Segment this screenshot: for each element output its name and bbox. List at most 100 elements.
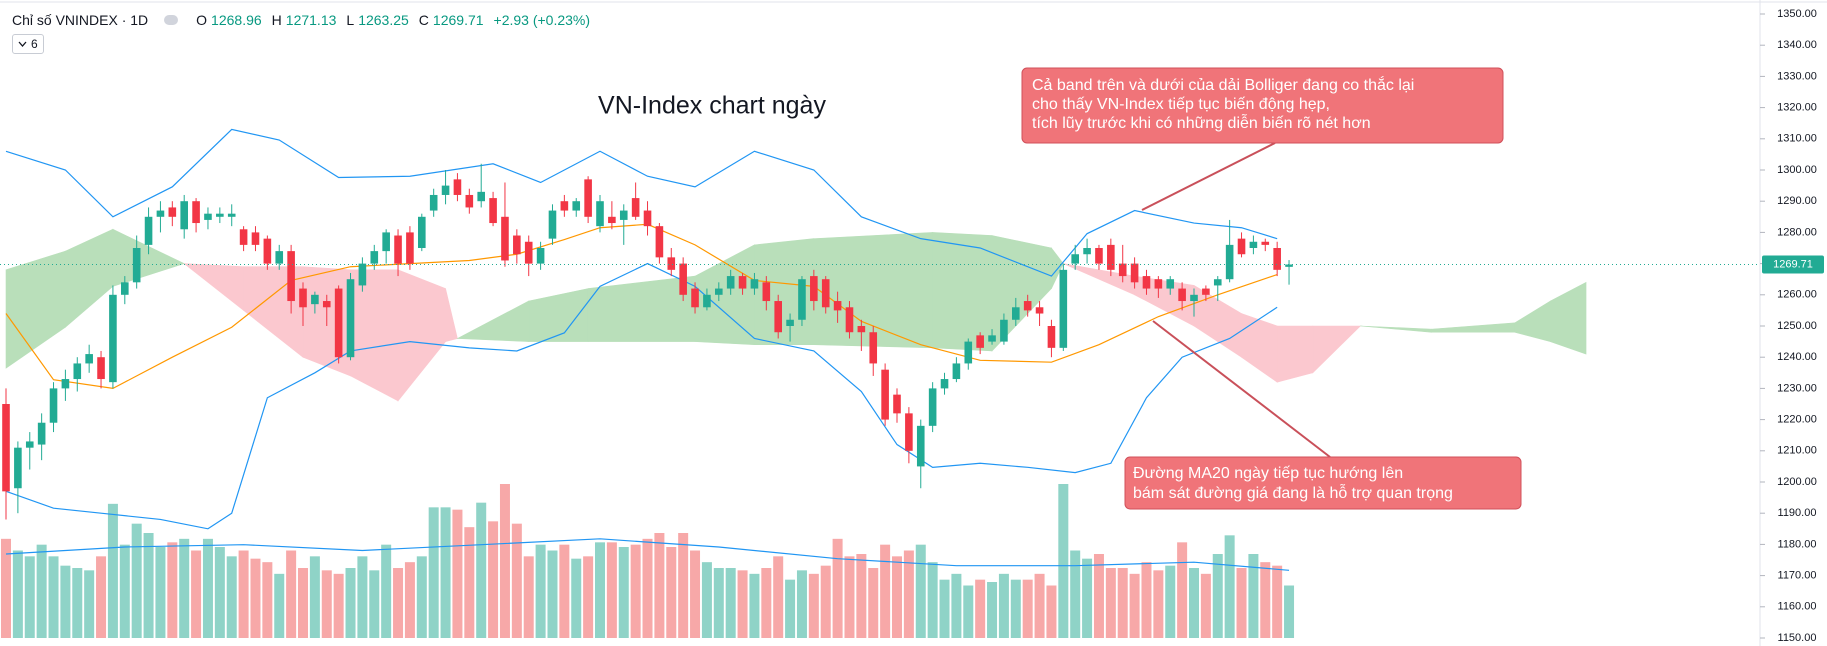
candle-body <box>429 194 438 211</box>
volume-bar <box>202 538 213 638</box>
ichimoku-cloud <box>1312 325 1362 374</box>
candle-body <box>524 241 533 264</box>
candle-body <box>322 301 331 308</box>
volume-bar <box>1248 554 1259 638</box>
volume-bar <box>167 542 178 638</box>
volume-bar <box>12 550 23 638</box>
volume-bar <box>595 542 605 638</box>
volume-bar <box>357 556 368 638</box>
volume-bar <box>250 558 261 638</box>
callout-connector <box>1141 142 1276 211</box>
candle-body <box>513 235 521 255</box>
volume-bar <box>416 556 427 638</box>
y-tick-label: 1330.00 <box>1777 70 1817 82</box>
volume-bar <box>428 507 439 638</box>
candle-body <box>251 232 260 245</box>
candle-body <box>679 263 687 295</box>
candle-body <box>786 319 794 326</box>
y-tick-label: 1250.00 <box>1777 320 1817 332</box>
volume-bar <box>523 556 534 638</box>
candle-body <box>584 179 592 217</box>
symbol[interactable]: Chỉ số VNINDEX · 1D <box>12 12 149 28</box>
volume-bar <box>72 568 83 638</box>
volume-bar <box>1129 573 1140 638</box>
volume-bar <box>1189 568 1199 638</box>
volume-bar <box>844 556 855 638</box>
y-tick-label: 1150.00 <box>1778 632 1817 644</box>
last-price-tag <box>1762 255 1824 274</box>
volume-bar <box>1224 535 1235 638</box>
candle-body <box>227 213 236 217</box>
change: +2.93 (+0.23%) <box>493 12 591 28</box>
candle-body <box>441 185 450 195</box>
candle-body <box>964 341 973 364</box>
candle-body <box>465 194 474 208</box>
volume-bar <box>1 538 11 638</box>
callout-text: Cả band trên và dưới của dải Bolliger đa… <box>1032 75 1414 94</box>
candle-body <box>1000 319 1008 342</box>
candle-body <box>97 357 105 380</box>
y-tick-label: 1210.00 <box>1777 445 1817 457</box>
candle-body <box>334 288 343 358</box>
volume-bar <box>1034 573 1045 638</box>
volume-bar <box>440 507 451 638</box>
candle-body <box>821 279 830 308</box>
ichimoku-cloud <box>932 232 993 352</box>
volume-bar <box>1105 568 1116 638</box>
volume-bar <box>951 573 962 638</box>
ohlc-value: 1268.96 <box>211 12 262 28</box>
candle-body <box>263 238 272 264</box>
candle-body <box>1166 279 1175 289</box>
volume-bar <box>1260 562 1271 638</box>
volume-bar <box>499 484 510 638</box>
candle-body <box>1178 288 1186 302</box>
volume-bar <box>476 502 487 638</box>
candle-body <box>691 288 699 308</box>
volume-bar <box>606 542 617 638</box>
candle-body <box>1273 248 1281 270</box>
indicator-toggle[interactable]: 6 <box>12 34 44 54</box>
ohlc-label: O <box>196 12 208 28</box>
volume-bar <box>1093 554 1104 638</box>
volume-bar <box>191 550 202 638</box>
annotations: Cả band trên và dưới của dải Bolliger đa… <box>1021 67 1522 510</box>
candle-body <box>608 216 616 224</box>
chevron-icon <box>18 41 27 47</box>
volume-bar <box>107 503 118 638</box>
indicator-line <box>5 262 1278 530</box>
volume-bar <box>1153 570 1164 638</box>
candle-body <box>216 213 224 217</box>
callout-connector <box>1152 320 1331 458</box>
candle-body <box>168 207 177 217</box>
callout-box <box>1021 67 1504 144</box>
volume-bar <box>1010 579 1021 638</box>
volume-bar <box>36 544 47 638</box>
candle-body <box>1059 269 1068 348</box>
volume-bar <box>630 544 641 638</box>
candle-body <box>536 248 545 264</box>
candle-body <box>370 251 379 264</box>
candle-body <box>881 369 889 420</box>
candle-body <box>952 363 961 380</box>
volume-bar <box>701 562 712 638</box>
volume-bar <box>927 562 938 638</box>
volume-bar <box>155 547 166 638</box>
volume-bar <box>179 538 190 638</box>
candle-body <box>477 191 485 202</box>
callout-text: Đường MA20 ngày tiếp tục hướng lên <box>1133 465 1403 482</box>
candle-body <box>382 232 390 252</box>
y-tick-label: 1220.00 <box>1777 414 1817 426</box>
y-tick-label: 1300.00 <box>1777 164 1817 176</box>
volume-bar <box>96 556 107 638</box>
volume-bar <box>48 556 59 638</box>
candle-body <box>1202 288 1210 295</box>
callout-text: cho thấy VN-Index tiếp tục biến động hẹp… <box>1032 96 1330 113</box>
volume-bar <box>298 568 308 638</box>
volume-bar <box>939 579 950 638</box>
volume-bar <box>511 523 522 638</box>
volume-bar <box>238 550 249 638</box>
candle-body <box>1237 238 1246 255</box>
y-tick-label: 1160.00 <box>1778 601 1817 613</box>
candle-body <box>810 276 818 302</box>
